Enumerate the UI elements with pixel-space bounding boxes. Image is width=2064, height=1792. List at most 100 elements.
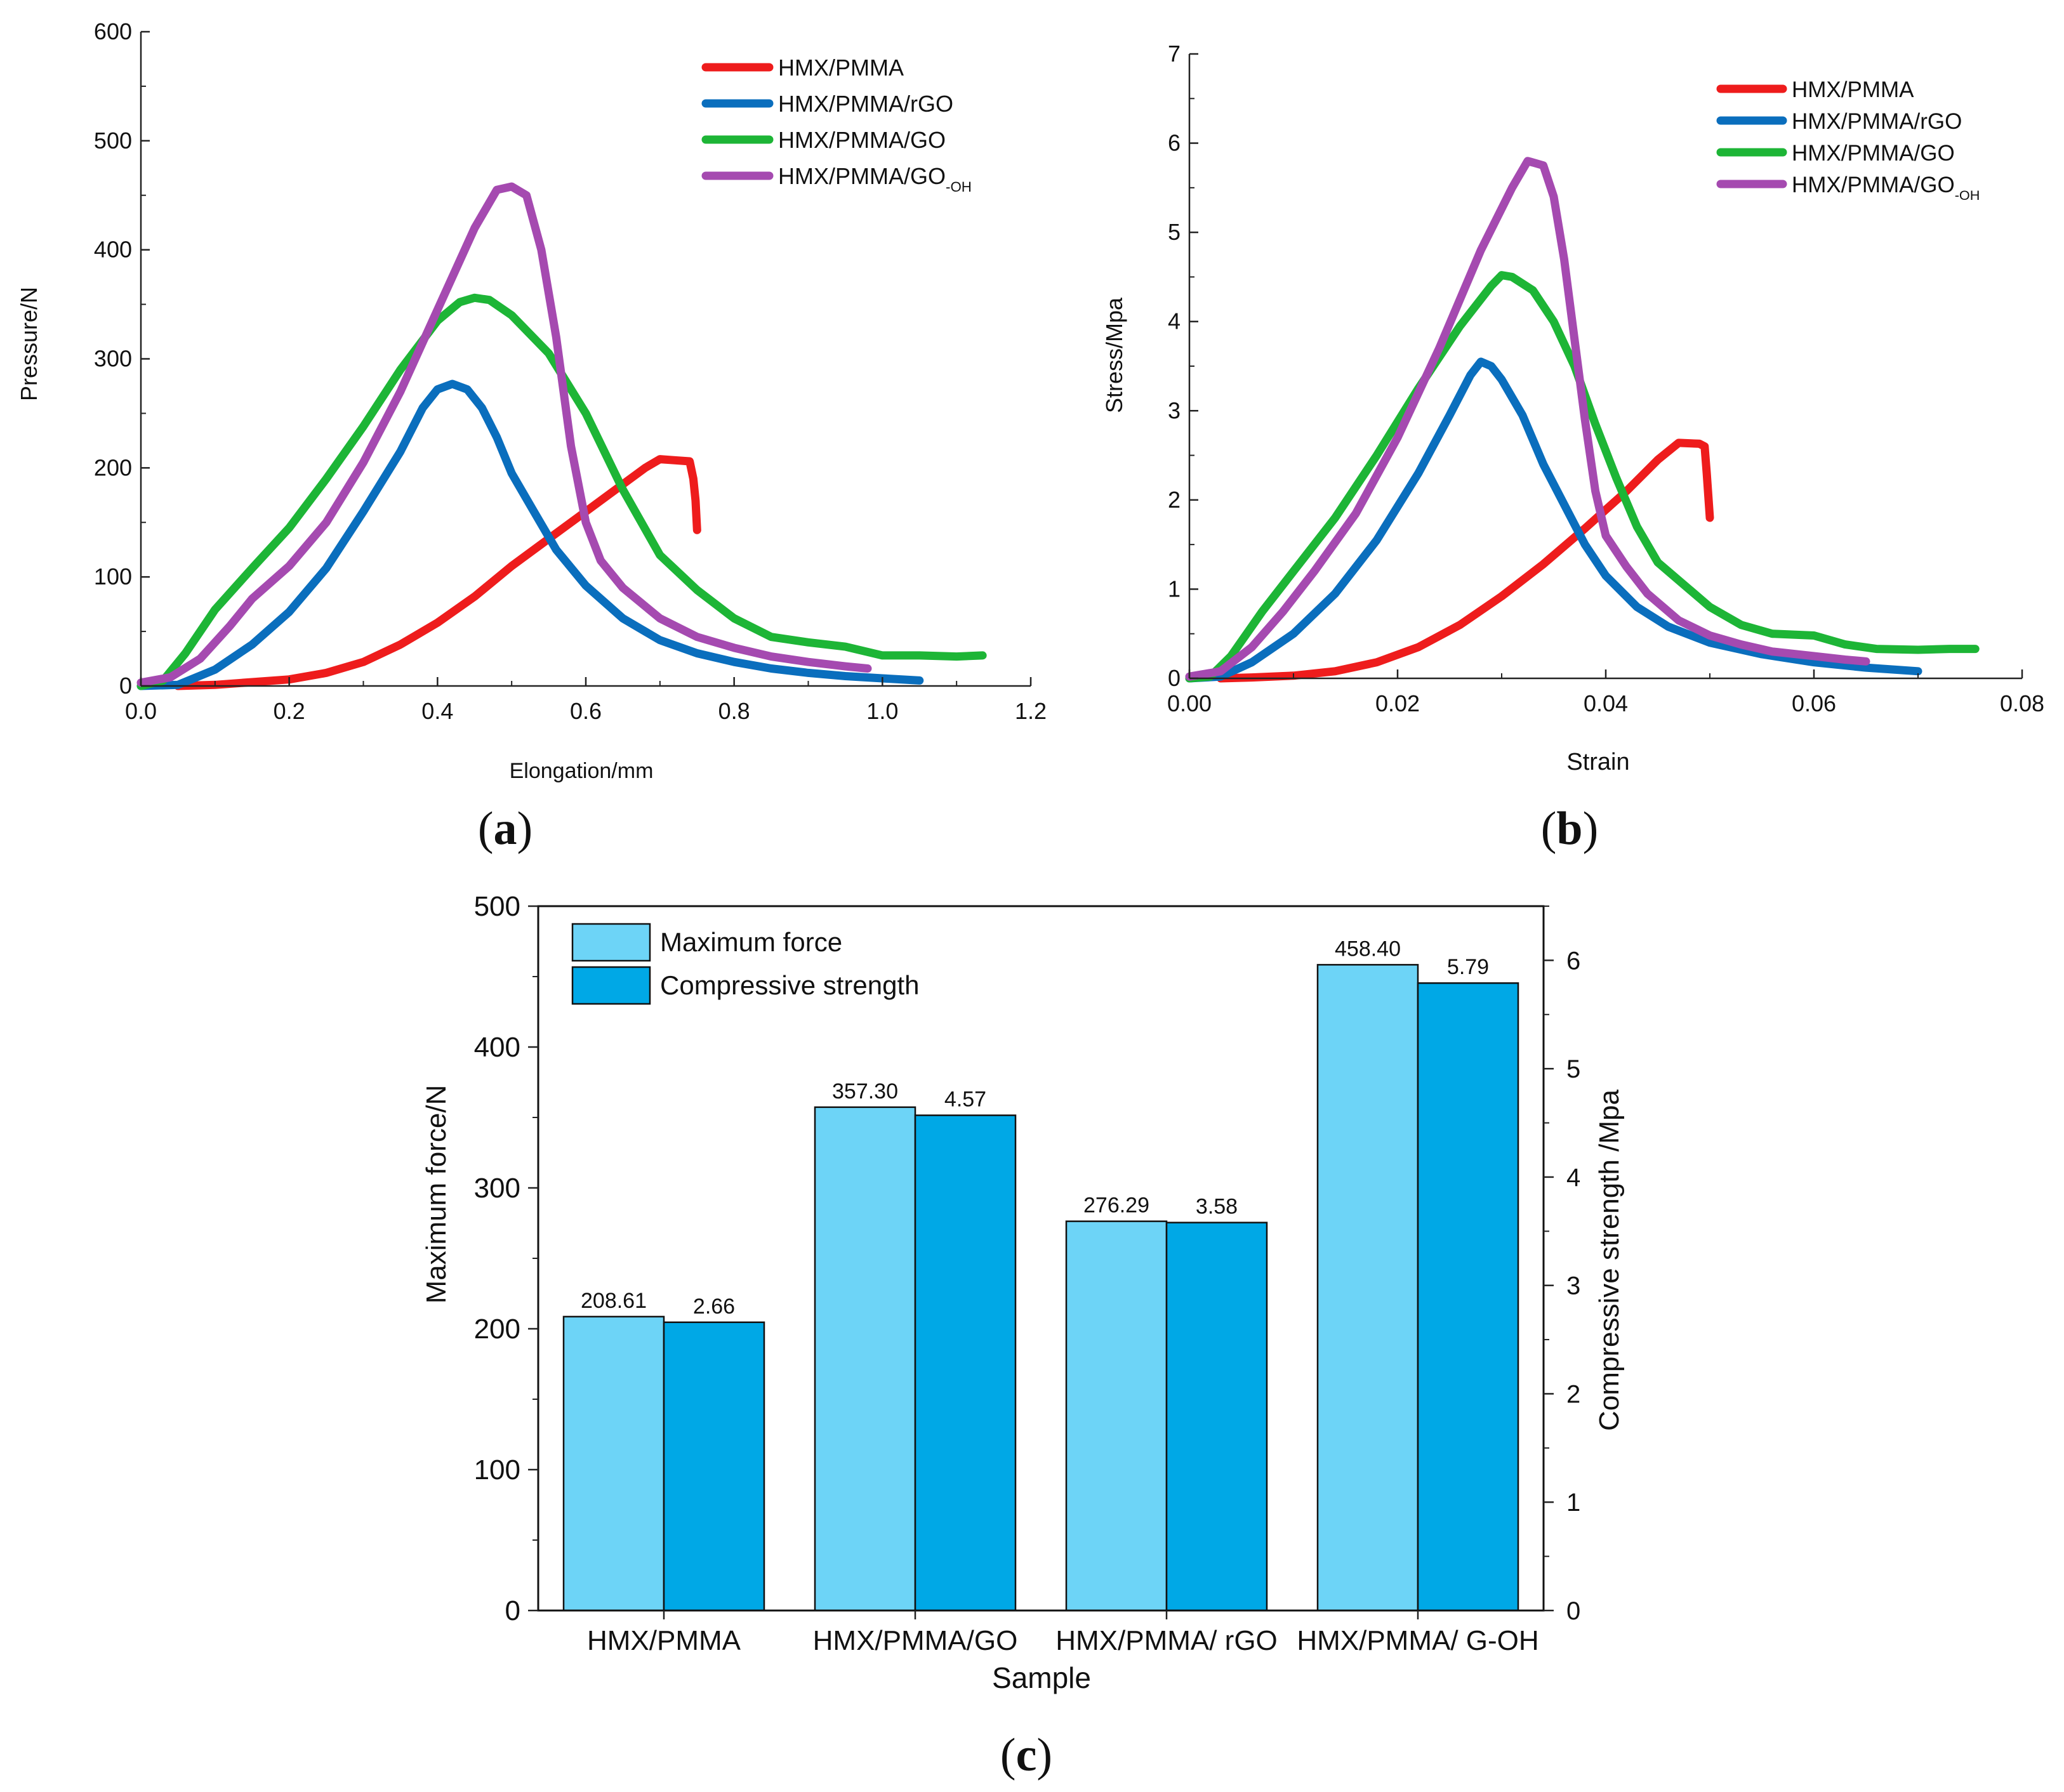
panel-label: (c) [1000,1729,1052,1781]
y-tick-label: 300 [94,346,132,372]
bar-data-label: 4.57 [944,1088,986,1112]
legend-label-subscript: -OH [946,179,972,195]
bar-data-label: 3.58 [1196,1195,1238,1219]
x-tick-label: 0.2 [274,698,305,724]
y-tick-label: 1 [1168,576,1181,602]
y-tick-label-left: 200 [474,1314,520,1345]
x-tick-label: 1.2 [1015,698,1047,724]
legend-swatch-0 [571,923,651,962]
category-label: HMX/PMMA/GO [813,1625,1018,1656]
series-line-1 [1185,357,1922,683]
y-tick-label-left: 400 [474,1032,520,1063]
legend-label-text: HMX/PMMA/GO [1792,141,1955,166]
y-tick-label: 0 [1168,665,1181,691]
y-tick-label-right: 3 [1566,1272,1580,1300]
series-line-2 [136,293,987,690]
bar-compressive-strength [1165,1222,1268,1612]
legend-label-text: HMX/PMMA/GO [1792,173,1955,197]
series-line-3 [136,182,872,687]
x-tick-label: 0.04 [1584,690,1628,716]
y-tick-label-right: 0 [1566,1597,1580,1625]
legend-label-3: HMX/PMMA/GO-OH [1792,173,1980,203]
y-tick-label: 200 [94,454,132,480]
legend-label-2: HMX/PMMA/GO [1792,141,1955,166]
chart-panel-c: 208.61 2.66 357.30 4.57 276.29 3.58 458.40 5.79… [421,891,1625,1781]
bar-data-label: 458.40 [1335,937,1401,961]
legend-label-text: HMX/PMMA/GO [778,127,946,153]
legend-swatch-1 [571,966,651,1005]
x-tick-label: 0.06 [1792,690,1836,716]
bar-data-label: 276.29 [1083,1194,1149,1218]
y-tick-label-right: 5 [1566,1055,1580,1083]
panel-label: (b) [1541,803,1598,855]
bar-data-label: 208.61 [581,1289,647,1313]
y-tick-label: 6 [1168,130,1181,156]
y-tick-label: 600 [94,18,132,44]
category-label: HMX/PMMA [587,1625,741,1656]
legend-label-text: HMX/PMMA/rGO [1792,109,1962,134]
bar-max-force [814,1106,916,1612]
legend-label-1: HMX/PMMA/rGO [1792,109,1962,134]
y-tick-label: 0 [119,673,132,699]
legend-label-0: Maximum force [660,927,842,957]
y-axis-label: Pressure/N [16,287,42,401]
x-tick-label: 0.02 [1375,690,1420,716]
x-tick-label: 0.0 [125,698,157,724]
series-line-0 [1216,438,1714,683]
y-axis-label: Stress/Mpa [1101,297,1127,413]
series-line-1 [136,379,924,690]
category-label: HMX/PMMA/ G-OH [1297,1625,1538,1656]
x-tick-label: 0.00 [1167,690,1212,716]
bar-data-label: 2.66 [693,1295,735,1319]
bar-max-force [1316,964,1419,1612]
bar-compressive-strength [1417,982,1519,1612]
y-tick-label-right: 4 [1566,1164,1580,1192]
legend-label-3: HMX/PMMA/GO-OH [778,163,972,195]
bar-max-force [562,1315,665,1612]
bar-data-label: 357.30 [832,1079,898,1104]
legend-label-text: HMX/PMMA/GO [778,163,946,189]
y-tick-label: 100 [94,563,132,590]
bar-compressive-strength [663,1321,765,1612]
x-tick-label: 0.4 [421,698,453,724]
x-axis-label: Strain [1566,749,1629,775]
legend-label-text: HMX/PMMA [778,55,904,81]
bar-max-force [1065,1220,1168,1612]
panel-label: (a) [478,803,533,855]
x-tick-label: 0.8 [718,698,750,724]
y-tick-label-right: 6 [1566,947,1580,975]
legend-label-0: HMX/PMMA [1792,77,1914,102]
y-tick-label: 500 [94,128,132,154]
x-tick-label: 1.0 [866,698,898,724]
y-tick-label: 7 [1168,41,1181,67]
y-tick-label: 400 [94,237,132,263]
bar-compressive-strength [914,1114,1017,1612]
chart-panel-a: 0 100 200 300 400 500 600 0.0 0.2 0.4 0.6 0.8 1.0 1.2… [16,18,1047,855]
legend-label-2: HMX/PMMA/GO [778,127,946,153]
legend-label-1: HMX/PMMA/rGO [778,91,953,117]
legend-label-subscript: -OH [1955,187,1980,203]
y-tick-label: 4 [1168,308,1181,334]
legend-label-text: HMX/PMMA [1792,77,1914,102]
x-tick-label: 0.6 [570,698,602,724]
y-tick-label: 3 [1168,397,1181,423]
category-label: HMX/PMMA/ rGO [1055,1625,1278,1656]
y-tick-label-right: 1 [1566,1489,1580,1517]
series-line-0 [173,455,701,690]
legend-label-text: HMX/PMMA/rGO [778,91,953,117]
y-tick-label: 2 [1168,487,1181,513]
legend-label-1: Compressive strength [660,970,920,1000]
legend-label-0: HMX/PMMA [778,55,904,81]
y-tick-label-left: 100 [474,1454,520,1486]
y-axis-label-right: Compressive strength /Mpa [1594,1089,1625,1431]
series-line-3 [1185,157,1870,681]
x-axis-label: Elongation/mm [510,759,654,783]
y-tick-label-left: 500 [474,891,520,922]
x-tick-label: 0.08 [2000,690,2044,716]
bar-data-label: 5.79 [1447,955,1489,979]
y-tick-label-left: 0 [505,1595,520,1626]
y-axis-label-left: Maximum force/N [421,1085,452,1304]
x-axis-label: Sample [992,1661,1091,1694]
